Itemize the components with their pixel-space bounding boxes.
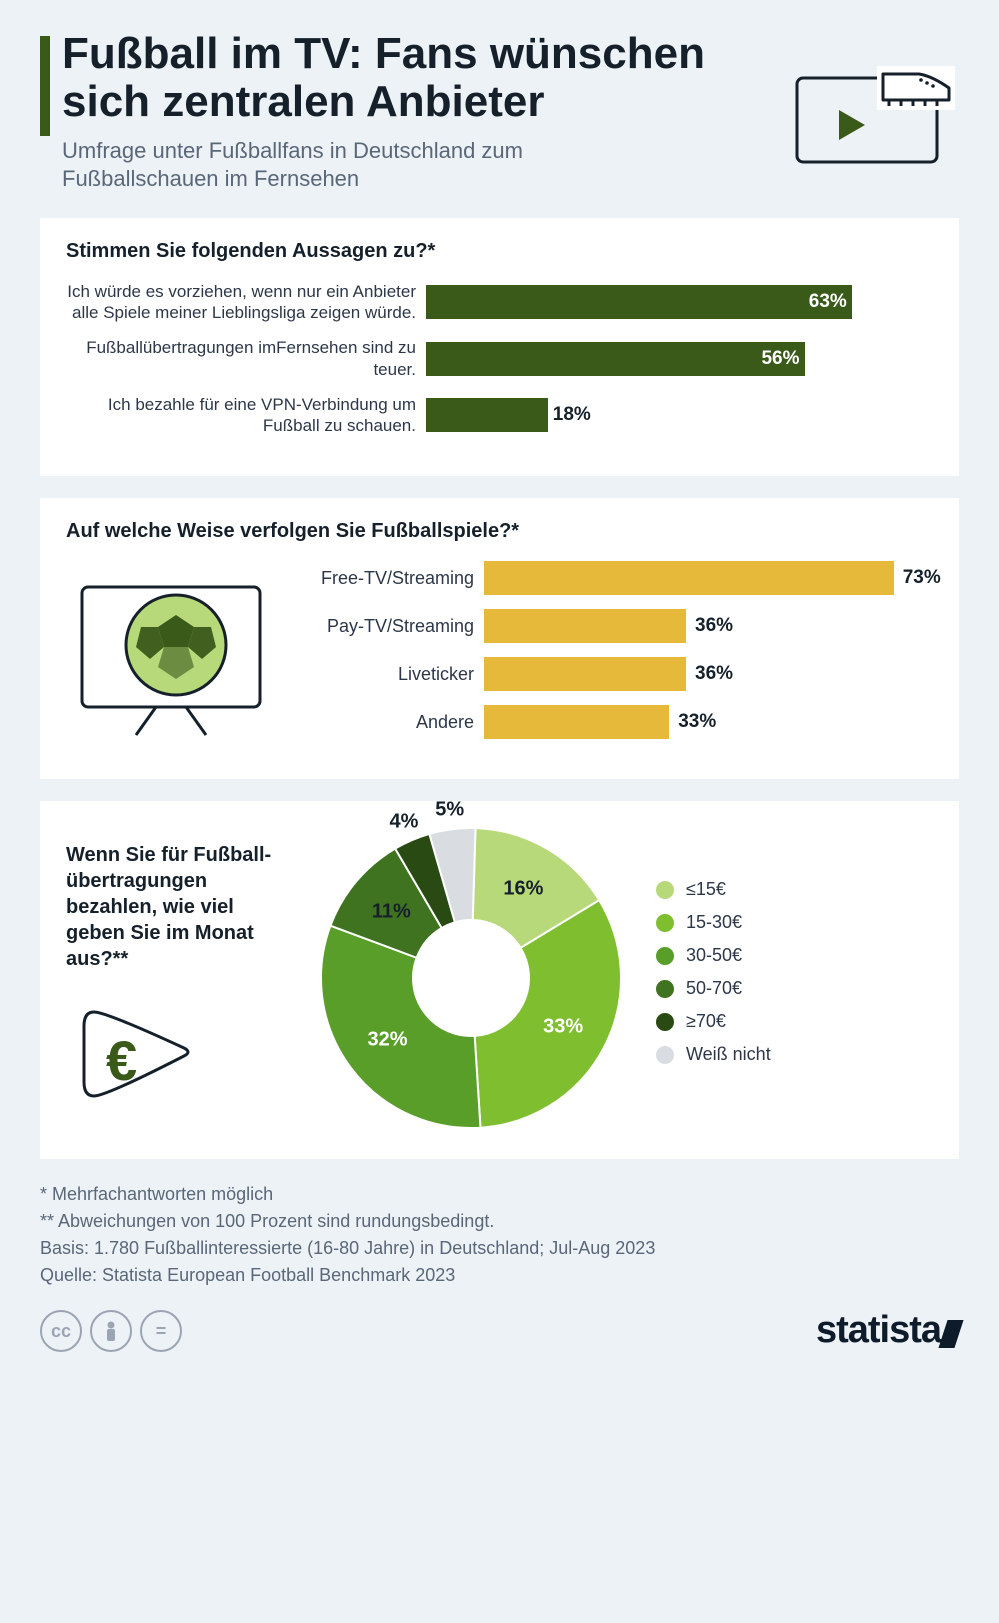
donut-chart: 16%33%32%11%4%5% xyxy=(316,823,626,1133)
legend-item: 30-50€ xyxy=(656,945,933,966)
bar2-value: 36% xyxy=(695,615,733,637)
bar1-label: Ich würde es vorziehen, wenn nur ein Anb… xyxy=(66,281,426,324)
footnotes: * Mehrfachantworten möglich ** Abweichun… xyxy=(40,1181,959,1289)
legend-label: 50-70€ xyxy=(686,978,742,999)
legend-swatch xyxy=(656,1013,674,1031)
bar1-label: Ich bezahle für eine VPN-Verbindung um F… xyxy=(66,394,426,437)
legend-label: 15-30€ xyxy=(686,912,742,933)
bar1-track: 63% xyxy=(426,285,933,319)
bar1-track: 56% xyxy=(426,342,933,376)
bar2-value: 36% xyxy=(695,663,733,685)
euro-play-icon: € xyxy=(66,994,296,1114)
legend-item: 15-30€ xyxy=(656,912,933,933)
nd-icon: = xyxy=(140,1310,182,1352)
accent-bar xyxy=(40,36,50,136)
by-icon xyxy=(90,1310,132,1352)
legend-swatch xyxy=(656,914,674,932)
header-icon xyxy=(789,60,959,170)
chart1-bars: Ich würde es vorziehen, wenn nur ein Anb… xyxy=(66,281,933,437)
cc-badges: cc = xyxy=(40,1310,182,1352)
legend-label: ≥70€ xyxy=(686,1011,726,1032)
bar2-row: Pay-TV/Streaming 36% xyxy=(304,609,933,643)
legend-swatch xyxy=(656,980,674,998)
bar2-fill xyxy=(484,561,894,595)
bar1-row: Ich würde es vorziehen, wenn nur ein Anb… xyxy=(66,281,933,324)
donut-slice-label: 33% xyxy=(543,1015,583,1038)
bar1-label: Fußballübertragungen imFernsehen sind zu… xyxy=(66,337,426,380)
panel-how-watch: Auf welche Weise verfolgen Sie Fußballsp… xyxy=(40,498,959,779)
bar1-value: 18% xyxy=(553,404,591,426)
page-title: Fußball im TV: Fans wünschen sich zentra… xyxy=(40,30,760,127)
legend-item: 50-70€ xyxy=(656,978,933,999)
bar1-fill xyxy=(426,285,852,319)
bar2-row: Andere 33% xyxy=(304,705,933,739)
bar2-fill xyxy=(484,705,669,739)
donut-slice-label: 32% xyxy=(367,1029,407,1052)
tv-football-icon xyxy=(66,561,276,753)
bottom-row: cc = statista xyxy=(40,1309,959,1352)
bar1-value: 63% xyxy=(809,291,847,313)
footnote-dstar: ** Abweichungen von 100 Prozent sind run… xyxy=(40,1208,959,1235)
bar1-fill xyxy=(426,398,548,432)
question-3: Wenn Sie für Fußball­übertragungen bezah… xyxy=(66,842,296,972)
bar2-track: 36% xyxy=(484,657,933,691)
bar2-value: 73% xyxy=(903,567,941,589)
bar1-value: 56% xyxy=(761,348,799,370)
donut-slice-label: 4% xyxy=(389,811,418,834)
header: Fußball im TV: Fans wünschen sich zentra… xyxy=(40,30,959,194)
page-subtitle: Umfrage unter Fußballfans in Deutschland… xyxy=(40,137,580,194)
legend-label: Weiß nicht xyxy=(686,1044,771,1065)
legend-item: ≥70€ xyxy=(656,1011,933,1032)
legend-swatch xyxy=(656,947,674,965)
statista-logo: statista xyxy=(816,1309,959,1352)
legend-swatch xyxy=(656,1046,674,1064)
footnote-source: Quelle: Statista European Football Bench… xyxy=(40,1262,959,1289)
chart2-bars: Free-TV/Streaming73%Pay-TV/Streaming36%L… xyxy=(304,561,933,753)
donut-slice xyxy=(321,926,480,1128)
bar2-row: Liveticker 36% xyxy=(304,657,933,691)
bar1-row: Ich bezahle für eine VPN-Verbindung um F… xyxy=(66,394,933,437)
infographic-container: Fußball im TV: Fans wünschen sich zentra… xyxy=(0,0,999,1372)
donut-slice-label: 16% xyxy=(503,877,543,900)
bar2-track: 33% xyxy=(484,705,933,739)
legend-item: Weiß nicht xyxy=(656,1044,933,1065)
bar2-row: Free-TV/Streaming73% xyxy=(304,561,933,595)
donut-legend: ≤15€ 15-30€ 30-50€ 50-70€ ≥70€ Weiß nicht xyxy=(646,879,933,1077)
bar2-label: Free-TV/Streaming xyxy=(304,568,484,589)
panel-agreement: Stimmen Sie folgenden Aussagen zu?* Ich … xyxy=(40,218,959,477)
bar2-value: 33% xyxy=(678,711,716,733)
bar2-label: Liveticker xyxy=(304,664,484,685)
bar2-track: 73% xyxy=(484,561,933,595)
bar1-row: Fußballübertragungen imFernsehen sind zu… xyxy=(66,337,933,380)
bar2-fill xyxy=(484,609,686,643)
bar2-label: Pay-TV/Streaming xyxy=(304,616,484,637)
legend-label: ≤15€ xyxy=(686,879,726,900)
cc-icon: cc xyxy=(40,1310,82,1352)
footnote-basis: Basis: 1.780 Fußballinteressierte (16-80… xyxy=(40,1235,959,1262)
bar2-fill xyxy=(484,657,686,691)
svg-text:€: € xyxy=(106,1029,137,1092)
legend-label: 30-50€ xyxy=(686,945,742,966)
donut-slice-label: 11% xyxy=(372,900,411,923)
question-1: Stimmen Sie folgenden Aussagen zu?* xyxy=(66,240,933,263)
bar1-track: 18% xyxy=(426,398,933,432)
panel-spending: Wenn Sie für Fußball­übertragungen bezah… xyxy=(40,801,959,1159)
donut-slice-label: 5% xyxy=(435,798,464,821)
footnote-star: * Mehrfachantworten möglich xyxy=(40,1181,959,1208)
legend-item: ≤15€ xyxy=(656,879,933,900)
bar1-fill xyxy=(426,342,805,376)
legend-swatch xyxy=(656,881,674,899)
bar2-label: Andere xyxy=(304,712,484,733)
bar2-track: 36% xyxy=(484,609,933,643)
question-2: Auf welche Weise verfolgen Sie Fußballsp… xyxy=(66,520,933,543)
